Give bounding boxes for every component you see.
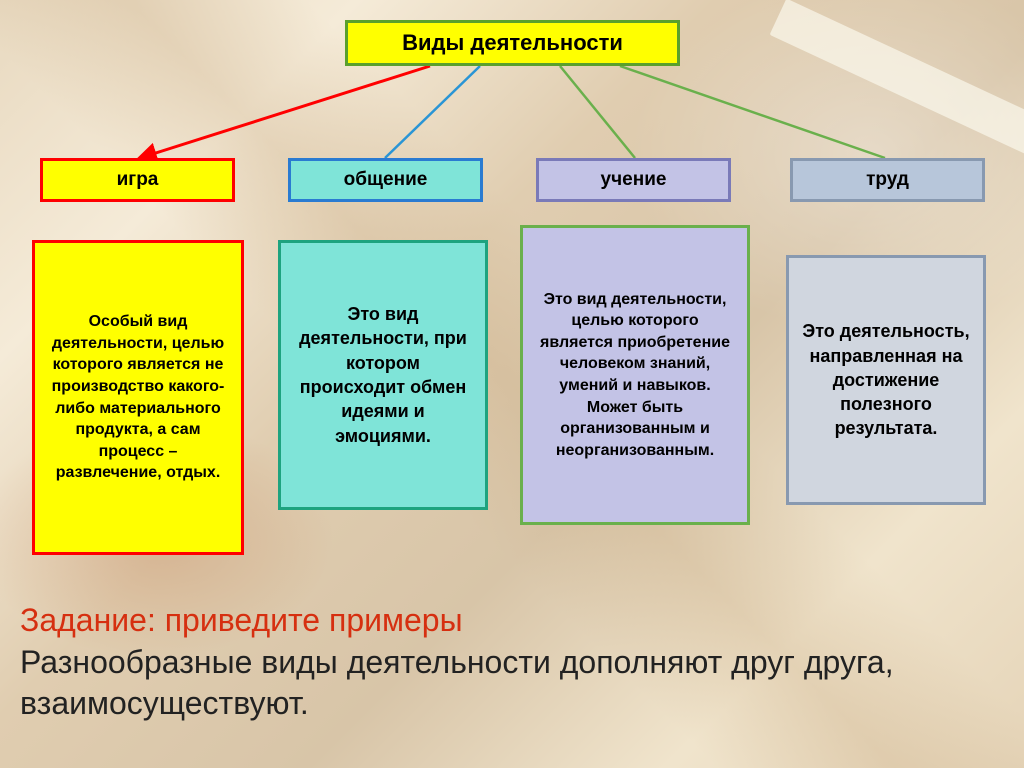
description-uchenie: Это вид деятельности, целью которого явл… (520, 225, 750, 525)
description-obschenie: Это вид деятельности, при котором происх… (278, 240, 488, 510)
category-igra: игра (40, 158, 235, 202)
statement-line: Разнообразные виды деятельности дополняю… (20, 642, 1000, 725)
category-obschenie: общение (288, 158, 483, 202)
category-trud: труд (790, 158, 985, 202)
description-trud: Это деятельность, направленная на достиж… (786, 255, 986, 505)
description-igra: Особый вид деятельности, целью которого … (32, 240, 244, 555)
bottom-text-block: Задание: приведите примеры Разнообразные… (20, 600, 1000, 725)
task-line: Задание: приведите примеры (20, 600, 1000, 642)
category-uchenie: учение (536, 158, 731, 202)
diagram-title: Виды деятельности (345, 20, 680, 66)
